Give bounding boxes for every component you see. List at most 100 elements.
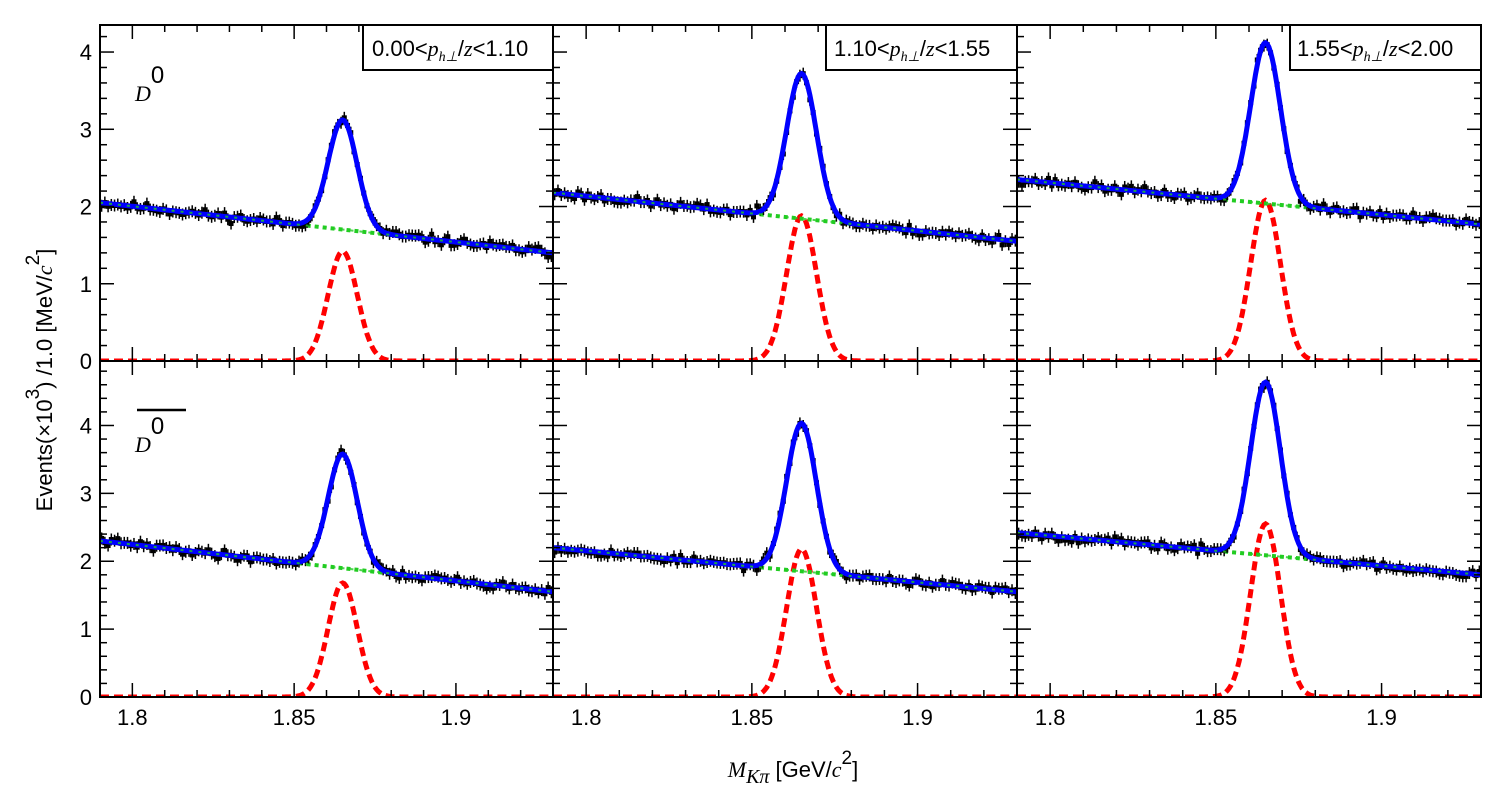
panel-3: [1017, 38, 1481, 361]
bin-z: z: [463, 36, 473, 61]
data-point: [202, 207, 208, 213]
bin-high: <2.00: [1398, 36, 1454, 61]
data-point: [996, 232, 1002, 238]
data-point: [500, 579, 506, 585]
data-point: [1307, 206, 1313, 212]
data-point: [697, 202, 703, 208]
data-point: [396, 575, 402, 581]
data-point: [545, 585, 551, 591]
data-point: [247, 559, 253, 565]
data-point: [1045, 175, 1051, 181]
data-point: [548, 253, 553, 259]
data-point: [542, 591, 548, 597]
data-point: [671, 206, 677, 212]
data-point: [1178, 542, 1184, 548]
data-point: [510, 582, 516, 588]
data-point: [510, 242, 516, 248]
x-title-suffix: ]: [852, 757, 858, 782]
data-point: [438, 242, 444, 248]
data-point: [1069, 539, 1075, 545]
data-point: [840, 220, 846, 226]
data-point: [601, 198, 607, 204]
data-point: [302, 222, 308, 228]
data-point: [1155, 193, 1161, 199]
bin-label-3: 1.55<ph⊥/z<2.00: [1289, 24, 1482, 71]
data-point: [1357, 214, 1363, 220]
data-point: [105, 543, 111, 549]
data-point: [890, 223, 896, 229]
data-point: [1171, 195, 1177, 201]
data-point: [1460, 573, 1466, 579]
data-point: [1191, 542, 1197, 548]
data-point: [929, 584, 935, 590]
data-point: [1453, 221, 1459, 227]
data-point: [100, 203, 105, 209]
data-point: [1039, 536, 1045, 542]
data-point: [167, 211, 173, 217]
panel-1: [100, 111, 553, 361]
data-point: [678, 553, 684, 559]
y-tick-label: 4: [80, 40, 92, 65]
row-label-base: D: [134, 432, 151, 457]
svg-text:D0: D0: [134, 413, 164, 457]
data-point: [1171, 547, 1177, 553]
y-title-exp: 3: [23, 389, 44, 400]
panel-plot-area: [553, 67, 1017, 361]
data-point: [455, 574, 461, 580]
data-point: [1145, 539, 1151, 545]
background-overlay: [553, 191, 1017, 243]
data-point: [939, 578, 945, 584]
data-point: [1470, 568, 1476, 574]
bin-label-1: 0.00<ph⊥/z<1.10: [362, 24, 554, 71]
svg-text:1.10<ph⊥/z<1.55: 1.10<ph⊥/z<1.55: [834, 36, 990, 65]
data-point: [691, 554, 697, 560]
data-point: [1082, 186, 1088, 192]
data-point: [581, 197, 587, 203]
data-point: [1410, 210, 1416, 216]
data-point: [1463, 573, 1469, 579]
x-tick-label: 1.9: [441, 705, 472, 730]
data-point: [487, 238, 493, 244]
data-point: [189, 552, 195, 558]
x-title-m: M: [727, 757, 748, 782]
data-point: [432, 573, 438, 579]
data-point: [1055, 538, 1061, 544]
data-point: [422, 239, 428, 245]
y-title-c: c: [32, 265, 57, 275]
data-point: [751, 214, 757, 220]
data-point: [910, 230, 916, 236]
background-curve: [553, 190, 1017, 244]
data-point: [490, 585, 496, 591]
data-point: [157, 209, 163, 215]
x-title-sub: Kπ: [745, 766, 770, 788]
data-point: [1092, 179, 1098, 185]
data-point: [273, 215, 279, 221]
data-point: [228, 221, 234, 227]
data-point: [144, 201, 150, 207]
data-point: [1161, 187, 1167, 193]
bin-slash: /: [920, 36, 927, 61]
data-point: [1112, 534, 1118, 540]
data-point: [535, 244, 541, 250]
data-point: [131, 199, 137, 205]
data-point: [150, 548, 156, 554]
y-tick-label: 2: [80, 549, 92, 574]
data-point: [160, 542, 166, 548]
data-point: [611, 199, 617, 205]
signal-curve: [100, 580, 553, 697]
data-point: [558, 548, 564, 554]
signal-curve: [1017, 197, 1481, 361]
data-point: [1075, 540, 1081, 546]
signal-curve: [1017, 520, 1481, 697]
row-label-d0: D0: [134, 62, 164, 106]
x-axis-title: MKπ [GeV/c2]: [727, 748, 859, 788]
data-point: [341, 115, 347, 121]
data-point: [299, 223, 305, 229]
data-point: [273, 561, 279, 567]
data-point: [654, 197, 660, 203]
data-point: [946, 229, 952, 235]
bin-p: p: [888, 36, 901, 61]
data-point: [500, 242, 506, 248]
data-point: [1440, 571, 1446, 577]
data-point: [1360, 558, 1366, 564]
